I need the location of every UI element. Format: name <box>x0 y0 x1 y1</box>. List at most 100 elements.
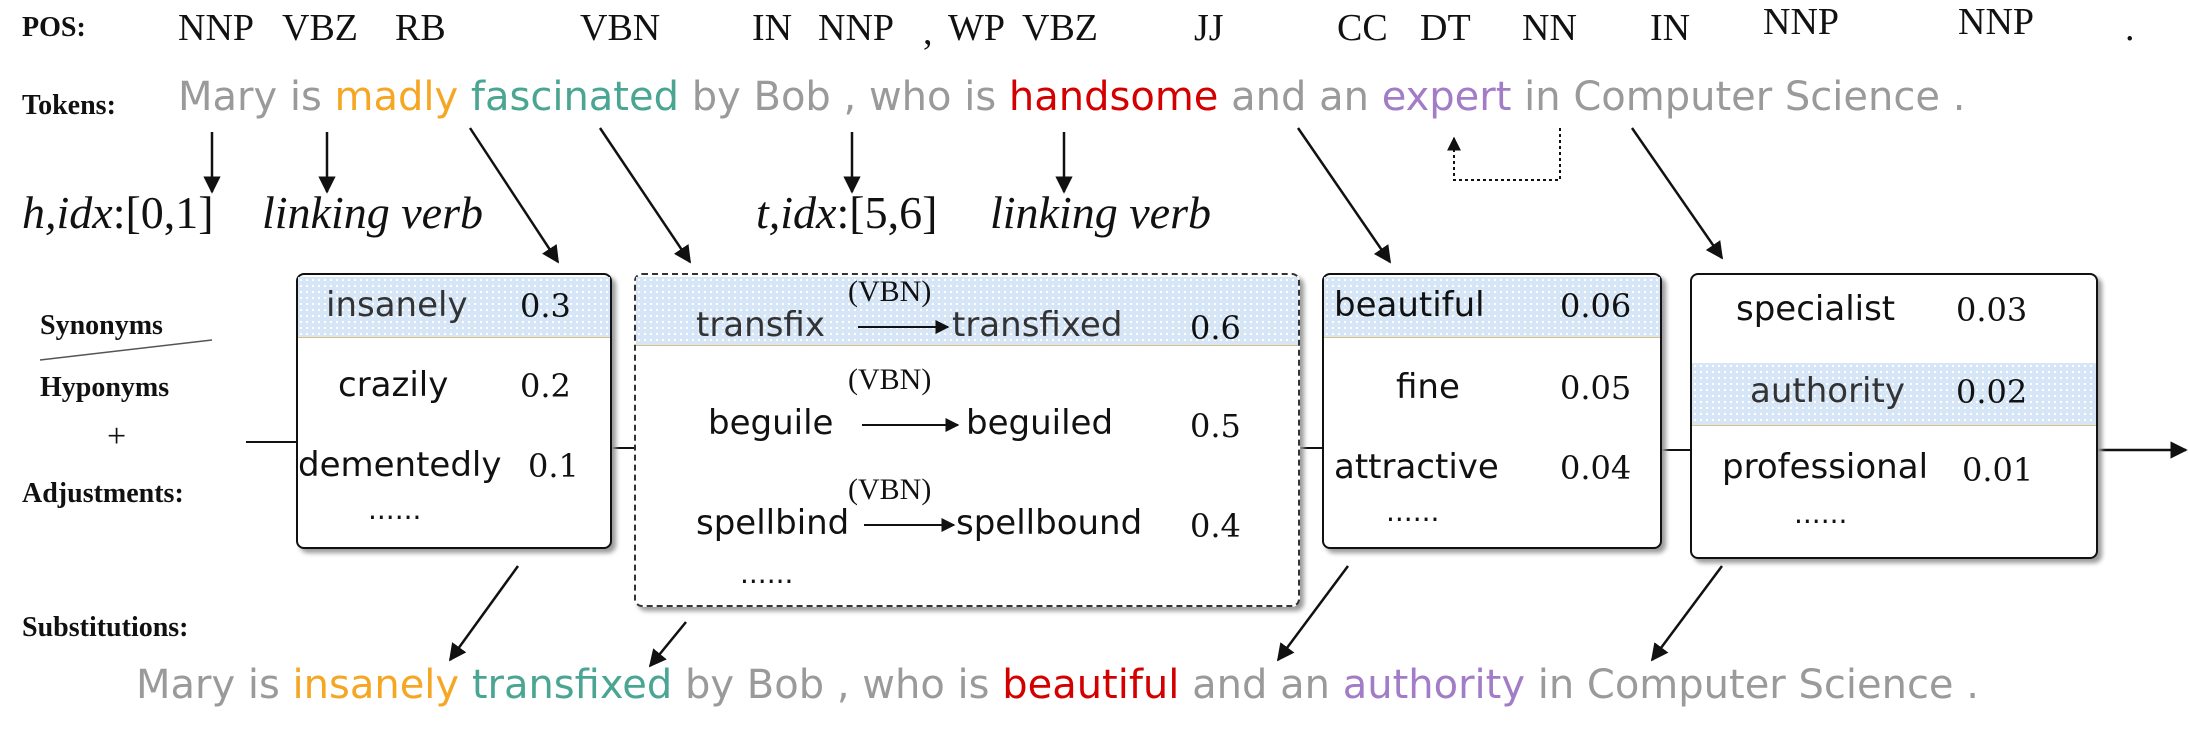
substituted-token: authority <box>1342 662 1525 708</box>
token: is <box>289 74 322 120</box>
substitutions-label: Substitutions: <box>22 612 189 643</box>
token: by <box>691 74 741 120</box>
tail-label: t,idx <box>756 187 837 238</box>
candidate-score: 0.02 <box>1956 373 2028 411</box>
token: Mary <box>178 74 278 120</box>
token: Bob <box>753 74 831 120</box>
selected-highlight <box>636 277 1298 346</box>
more-ellipsis: ...... <box>1386 495 1440 528</box>
pos-tag: NNP <box>1958 1 2035 43</box>
diagonal-arrow <box>468 127 560 264</box>
token: , <box>843 74 857 120</box>
token: Computer <box>1573 74 1773 120</box>
token: . <box>1966 662 1979 708</box>
adjustments-label: Adjustments: <box>22 478 184 509</box>
tokens-sentence: Mary is madly fascinated by Bob , who is… <box>178 74 1965 120</box>
substitution-arrow <box>1276 565 1350 662</box>
token: . <box>1952 74 1966 120</box>
pos-tag: NNP <box>178 7 255 49</box>
label-divider <box>39 339 213 361</box>
token: Computer <box>1586 662 1786 708</box>
substitution-arrow <box>648 621 687 668</box>
candidates-box-handsome: beautiful 0.06 fine 0.05 attractive 0.04… <box>1322 273 1662 549</box>
candidate-word: insanely <box>326 285 468 325</box>
pos-tag: , <box>923 11 933 53</box>
selected-highlight <box>1692 363 2096 426</box>
linking-verb-annotation: linking verb <box>262 187 483 238</box>
token: who <box>868 74 952 120</box>
article-adjust-arrow <box>1447 128 1561 181</box>
candidates-box-madly: insanely 0.3 crazily 0.2 dementedly 0.1 … <box>296 273 612 549</box>
candidate-base: spellbind <box>696 503 850 543</box>
token: , <box>836 662 850 708</box>
token-madly: madly <box>334 74 459 120</box>
token-fascinated: fascinated <box>470 74 679 120</box>
diagonal-arrow <box>598 127 692 264</box>
selected-highlight <box>298 277 610 338</box>
candidate-word: beautiful <box>1334 285 1485 325</box>
token: Science <box>1798 662 1954 708</box>
pos-tag: IN <box>1650 7 1691 49</box>
candidate-word: crazily <box>338 365 449 405</box>
token: and <box>1231 74 1307 120</box>
token: by <box>685 662 735 708</box>
candidate-score: 0.01 <box>1962 451 2034 489</box>
derivation-arrows <box>858 320 960 532</box>
token: Mary <box>136 662 236 708</box>
synonyms-label: Synonyms <box>40 310 163 341</box>
pos-tag: . <box>2125 7 2135 49</box>
token: is <box>964 74 997 120</box>
head-index-annotation: h,idx:[0,1] <box>22 186 214 239</box>
pos-tag: RB <box>395 7 446 49</box>
pos-tag: VBN <box>580 7 661 49</box>
token: Science <box>1784 74 1940 120</box>
more-ellipsis: ...... <box>740 557 794 590</box>
tail-index-annotation: t,idx:[5,6] <box>756 186 937 239</box>
substituted-token: beautiful <box>1002 662 1180 708</box>
candidate-score: 0.6 <box>1190 309 1241 347</box>
substituted-token: transfixed <box>471 662 673 708</box>
candidate-score: 0.04 <box>1560 449 1632 487</box>
token: who <box>862 662 945 708</box>
candidates-box-expert: specialist 0.03 authority 0.02 professio… <box>1690 273 2098 559</box>
token: is <box>247 662 280 708</box>
candidate-score: 0.05 <box>1560 369 1632 407</box>
selected-highlight <box>1324 277 1660 338</box>
hyponyms-label: Hyponyms <box>40 372 170 403</box>
tail-index: :[5,6] <box>836 187 938 238</box>
diagonal-arrow <box>1630 127 1724 260</box>
candidate-word: dementedly <box>298 445 502 485</box>
plus-label: + <box>107 418 127 455</box>
pos-label: POS: <box>22 12 86 43</box>
token-handsome: handsome <box>1008 74 1219 120</box>
candidate-score: 0.3 <box>520 287 571 325</box>
head-index: :[0,1] <box>112 187 214 238</box>
candidate-score: 0.5 <box>1190 407 1241 445</box>
head-label: h,idx <box>22 187 113 238</box>
token: is <box>957 662 990 708</box>
pos-tag: VBZ <box>1022 7 1098 49</box>
pos-tag-vbn: (VBN) <box>848 363 932 396</box>
candidate-base: beguile <box>708 403 834 443</box>
token: and <box>1192 662 1268 708</box>
diagonal-arrow <box>1296 127 1392 264</box>
linking-verb-annotation: linking verb <box>990 187 1211 238</box>
token: an <box>1280 662 1330 708</box>
candidate-score: 0.03 <box>1956 291 2028 329</box>
candidate-word: spellbound <box>956 503 1143 543</box>
candidate-score: 0.1 <box>528 447 579 485</box>
more-ellipsis: ...... <box>368 493 422 526</box>
substitution-arrow <box>448 565 520 662</box>
token: in <box>1524 74 1561 120</box>
token: an <box>1319 74 1369 120</box>
candidate-score: 0.06 <box>1560 287 1632 325</box>
more-ellipsis: ...... <box>1794 497 1848 530</box>
candidate-word: professional <box>1722 447 1929 487</box>
candidate-score: 0.4 <box>1190 507 1241 545</box>
token: Bob <box>746 662 825 708</box>
candidate-score: 0.2 <box>520 367 571 405</box>
tokens-label: Tokens: <box>22 90 116 121</box>
candidate-base: transfix <box>696 305 825 345</box>
pos-tag: WP <box>948 7 1005 49</box>
